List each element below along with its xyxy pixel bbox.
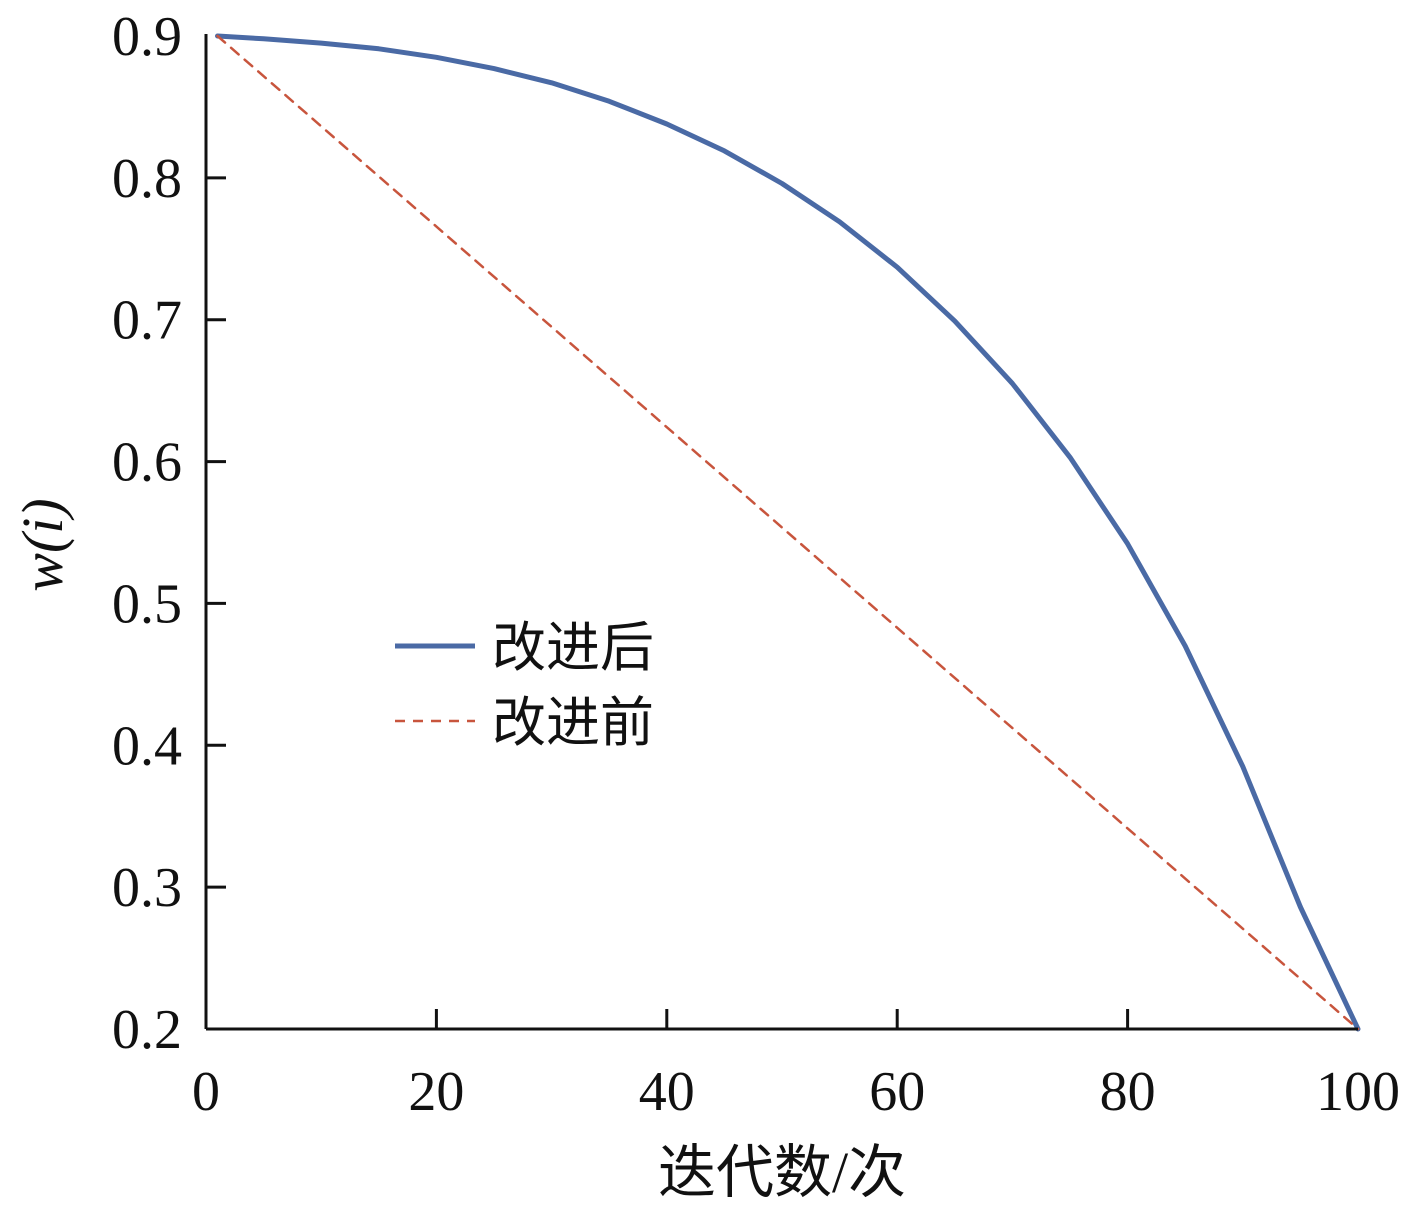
y-tick-label: 0.9 (112, 6, 182, 68)
axis-ticks: 0 20 40 60 80 100 0.2 0.3 0.4 0.5 0.6 0.7 0.8 0.9 (112, 6, 1400, 1123)
x-tick-label: 20 (408, 1061, 464, 1123)
x-tick-label: 60 (869, 1061, 925, 1123)
series-line-before (216, 34, 1360, 1031)
y-tick-label: 0.7 (112, 290, 182, 352)
y-tick-label: 0.2 (112, 999, 182, 1061)
x-tick-label: 80 (1100, 1061, 1156, 1123)
y-tick-label: 0.5 (112, 573, 182, 635)
y-tick-label: 0.6 (112, 432, 182, 494)
x-tick-label: 0 (192, 1061, 220, 1123)
y-tick-label: 0.4 (112, 715, 182, 777)
y-tick-label: 0.3 (112, 857, 182, 919)
series-line-after (215, 33, 1361, 1032)
y-tick-label: 0.8 (112, 148, 182, 210)
plot-series (215, 33, 1361, 1032)
legend-label-before: 改进前 (492, 691, 654, 754)
legend-label-after: 改进后 (492, 616, 654, 679)
x-tick-label: 40 (639, 1061, 695, 1123)
y-axis-title: w(i) (10, 498, 75, 591)
x-axis-title: 迭代数/次 (658, 1140, 906, 1205)
legend: 改进后 改进前 (395, 616, 654, 754)
x-tick-label: 100 (1316, 1061, 1400, 1123)
